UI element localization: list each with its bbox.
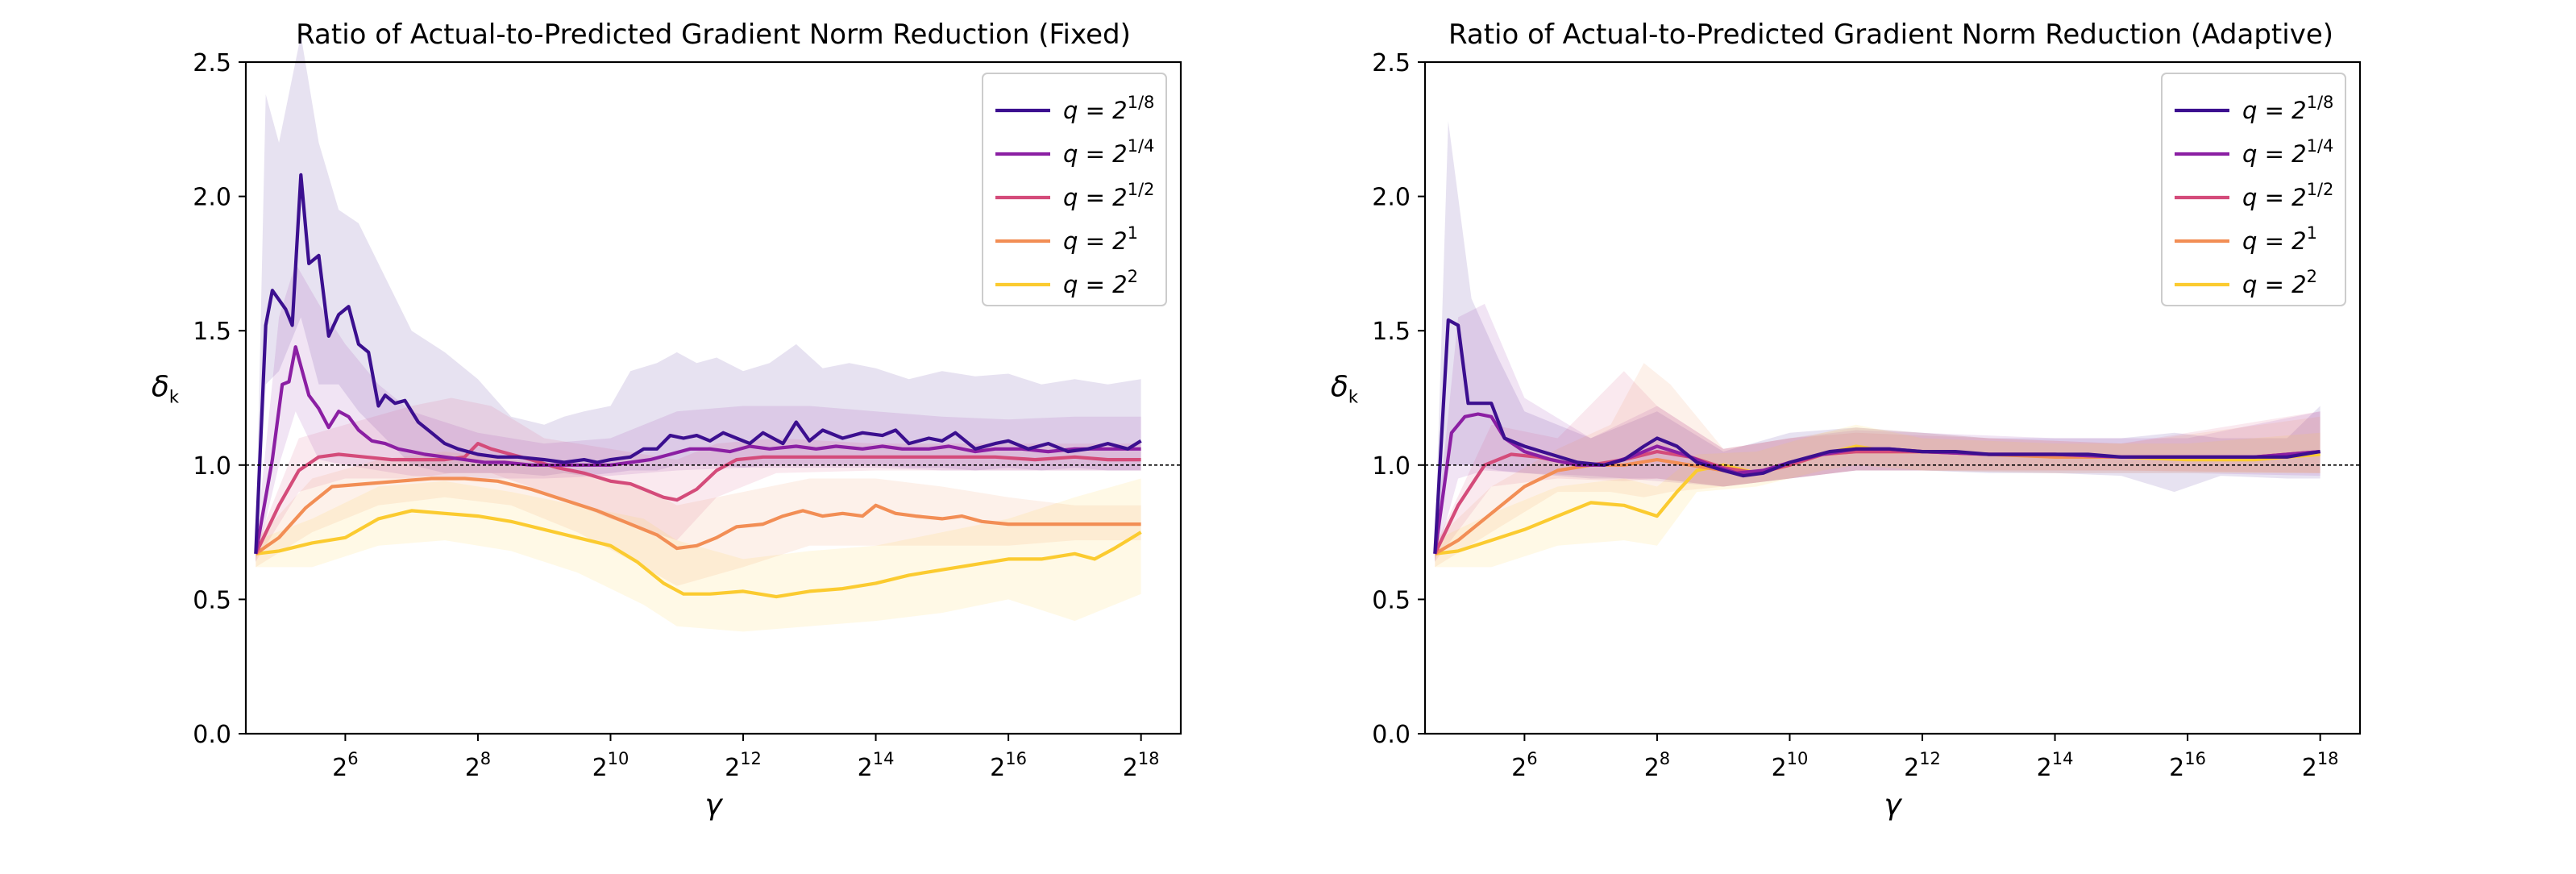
x-tick-label: 28	[1644, 749, 1670, 782]
legend-label-2: q = 21/2	[2242, 180, 2333, 211]
series-line-2	[254, 441, 1141, 555]
x-axis-label: γ	[704, 789, 723, 822]
legend: q = 21/8 q = 21/4 q = 21/2 q = 21 q = 22	[982, 73, 1167, 306]
series-band-1	[1435, 303, 2320, 562]
y-tick-label: 0.5	[193, 586, 231, 614]
y-tick-label: 0.5	[1372, 586, 1411, 614]
legend-label-3: q = 21	[2242, 223, 2317, 255]
y-tick-label: 0.0	[1372, 721, 1411, 749]
legend: q = 21/8 q = 21/4 q = 21/2 q = 21 q = 22	[2161, 73, 2346, 306]
x-tick-label: 210	[592, 749, 629, 782]
x-tick-label: 218	[2302, 749, 2339, 782]
chart-title: Ratio of Actual-to-Predicted Gradient No…	[296, 19, 1131, 51]
y-axis-label: δk	[152, 371, 180, 407]
series-band-3	[256, 452, 1141, 586]
plot-frame	[1423, 60, 2362, 735]
x-tick-label: 212	[725, 749, 762, 782]
legend-label-2: q = 21/2	[1063, 180, 1154, 211]
x-tick-label: 214	[2037, 749, 2074, 782]
y-tick-label: 1.0	[1372, 452, 1411, 481]
x-tick-label: 218	[1123, 749, 1160, 782]
legend-label-1: q = 21/4	[1063, 136, 1154, 168]
y-tick-label: 2.5	[1372, 49, 1411, 77]
y-tick-label: 0.0	[193, 721, 231, 749]
series-line-4	[256, 509, 1142, 599]
plot-frame	[244, 60, 1182, 735]
series-band-2	[1435, 371, 2320, 562]
series-band-4	[1435, 424, 2320, 568]
x-tick-label: 214	[858, 749, 895, 782]
x-tick-label: 212	[1904, 749, 1941, 782]
legend-label-0: q = 21/8	[2242, 93, 2333, 124]
y-tick-label: 1.5	[1372, 318, 1411, 346]
x-tick-label: 26	[332, 749, 358, 782]
series-band-0	[256, 35, 1141, 562]
series-line-0	[1433, 318, 2320, 554]
x-tick-label: 216	[990, 749, 1027, 782]
x-tick-label: 28	[465, 749, 491, 782]
series-band-1	[256, 263, 1141, 562]
chart-adaptive: Ratio of Actual-to-Predicted Gradient No…	[1331, 19, 2362, 822]
y-tick-label: 1.5	[193, 318, 231, 346]
y-tick-label: 1.0	[193, 452, 231, 481]
x-tick-label: 210	[1772, 749, 1809, 782]
y-axis: 0.0 0.5 1.0 1.5 2.0 2.5	[1372, 49, 1425, 749]
y-tick-label: 2.0	[193, 184, 231, 212]
x-tick-label: 216	[2169, 749, 2206, 782]
series-line-1	[254, 345, 1141, 555]
legend-label-4: q = 22	[2242, 267, 2317, 298]
y-tick-label: 2.5	[193, 49, 231, 77]
legend-label-1: q = 21/4	[2242, 136, 2333, 168]
y-axis-label: δk	[1331, 371, 1359, 407]
x-axis: 26 28 210 212 214 216 218	[332, 734, 1160, 782]
series-line-3	[255, 477, 1141, 556]
y-tick-label: 2.0	[1372, 184, 1411, 212]
series-band-2	[256, 397, 1141, 562]
chart-fixed: Ratio of Actual-to-Predicted Gradient No…	[152, 19, 1182, 822]
x-axis: 26 28 210 212 214 216 218	[1511, 734, 2339, 782]
y-axis: 0.0 0.5 1.0 1.5 2.0 2.5	[193, 49, 246, 749]
x-axis-label: γ	[1884, 789, 1902, 822]
x-tick-label: 26	[1511, 749, 1537, 782]
legend-frame	[982, 73, 1167, 306]
legend-label-0: q = 21/8	[1063, 93, 1154, 124]
legend-label-3: q = 21	[1063, 223, 1138, 255]
series-line-0	[254, 173, 1142, 554]
chart-title: Ratio of Actual-to-Predicted Gradient No…	[1448, 19, 2333, 51]
legend-label-4: q = 22	[1063, 267, 1138, 298]
legend-frame	[2161, 73, 2346, 306]
